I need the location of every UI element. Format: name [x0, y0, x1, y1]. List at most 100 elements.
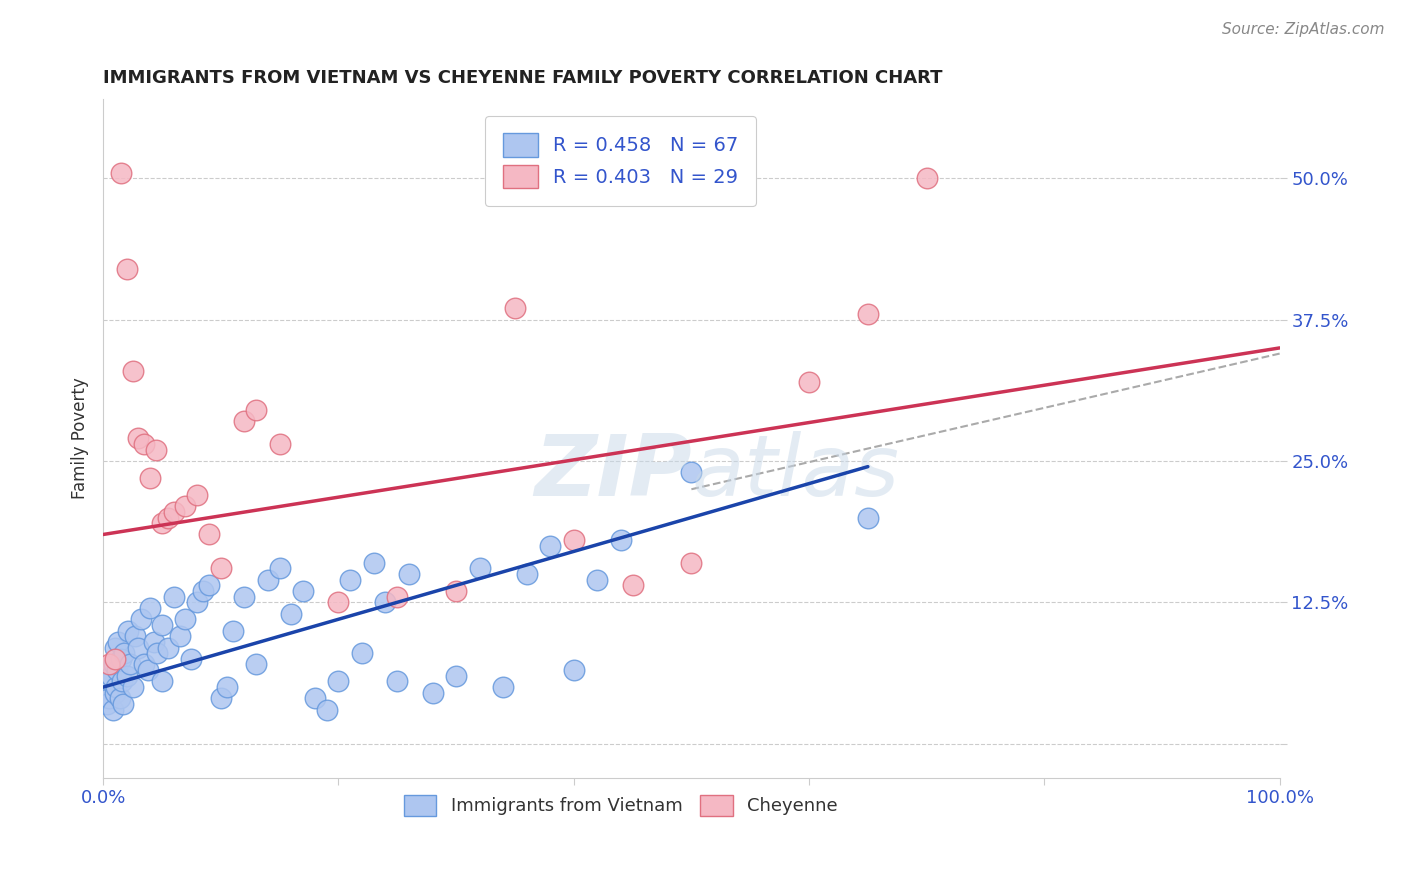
Point: [209, 561, 232, 575]
Point: [150, 516, 173, 531]
Point: [915, 171, 938, 186]
Point: [110, 652, 132, 666]
Point: [169, 629, 191, 643]
Point: [124, 629, 146, 643]
Point: [186, 488, 208, 502]
Point: [315, 703, 337, 717]
Point: [280, 607, 302, 621]
Point: [107, 635, 129, 649]
Point: [856, 510, 879, 524]
Point: [245, 657, 267, 672]
Point: [150, 674, 173, 689]
Point: [398, 567, 420, 582]
Point: [180, 652, 202, 666]
Point: [104, 640, 127, 655]
Point: [516, 567, 538, 582]
Point: [103, 657, 125, 672]
Point: [681, 465, 703, 479]
Point: [562, 663, 585, 677]
Text: atlas: atlas: [692, 431, 900, 514]
Point: [215, 680, 238, 694]
Point: [121, 363, 143, 377]
Point: [111, 674, 134, 689]
Point: [156, 640, 179, 655]
Point: [150, 618, 173, 632]
Point: [350, 646, 373, 660]
Point: [538, 539, 561, 553]
Point: [198, 527, 221, 541]
Point: [98, 674, 121, 689]
Point: [269, 561, 291, 575]
Point: [117, 624, 139, 638]
Point: [105, 680, 128, 694]
Point: [856, 307, 879, 321]
Point: [221, 624, 243, 638]
Point: [134, 437, 156, 451]
Point: [363, 556, 385, 570]
Point: [444, 584, 467, 599]
Point: [198, 578, 221, 592]
Point: [562, 533, 585, 548]
Point: [269, 437, 291, 451]
Text: ZIP: ZIP: [534, 431, 692, 514]
Point: [304, 691, 326, 706]
Point: [139, 471, 162, 485]
Point: [468, 561, 491, 575]
Point: [112, 697, 135, 711]
Point: [422, 686, 444, 700]
Point: [156, 510, 179, 524]
Point: [100, 669, 122, 683]
Point: [129, 612, 152, 626]
Point: [191, 584, 214, 599]
Point: [233, 590, 256, 604]
Point: [120, 657, 142, 672]
Point: [145, 442, 167, 457]
Point: [112, 646, 135, 660]
Point: [146, 646, 169, 660]
Point: [139, 601, 162, 615]
Point: [681, 556, 703, 570]
Point: [186, 595, 208, 609]
Y-axis label: Family Poverty: Family Poverty: [72, 377, 89, 500]
Point: [328, 674, 350, 689]
Point: [127, 640, 149, 655]
Point: [136, 663, 159, 677]
Point: [444, 669, 467, 683]
Point: [339, 573, 361, 587]
Point: [98, 657, 121, 672]
Point: [256, 573, 278, 587]
Point: [174, 612, 197, 626]
Point: [127, 431, 149, 445]
Point: [621, 578, 644, 592]
Text: IMMIGRANTS FROM VIETNAM VS CHEYENNE FAMILY POVERTY CORRELATION CHART: IMMIGRANTS FROM VIETNAM VS CHEYENNE FAMI…: [103, 69, 942, 87]
Point: [105, 663, 128, 677]
Point: [374, 595, 396, 609]
Point: [96, 697, 118, 711]
Point: [98, 691, 121, 706]
Text: Source: ZipAtlas.com: Source: ZipAtlas.com: [1222, 22, 1385, 37]
Point: [292, 584, 315, 599]
Point: [163, 505, 186, 519]
Legend: Immigrants from Vietnam, Cheyenne: Immigrants from Vietnam, Cheyenne: [396, 788, 845, 822]
Point: [115, 669, 138, 683]
Point: [797, 375, 820, 389]
Point: [134, 657, 156, 672]
Point: [142, 635, 165, 649]
Point: [610, 533, 633, 548]
Point: [328, 595, 350, 609]
Point: [209, 691, 232, 706]
Point: [115, 261, 138, 276]
Point: [108, 691, 131, 706]
Point: [121, 680, 143, 694]
Point: [101, 703, 124, 717]
Point: [104, 686, 127, 700]
Point: [586, 573, 609, 587]
Point: [110, 166, 132, 180]
Point: [387, 674, 409, 689]
Point: [104, 652, 127, 666]
Point: [387, 590, 409, 604]
Point: [503, 301, 526, 316]
Point: [492, 680, 515, 694]
Point: [163, 590, 186, 604]
Point: [233, 414, 256, 428]
